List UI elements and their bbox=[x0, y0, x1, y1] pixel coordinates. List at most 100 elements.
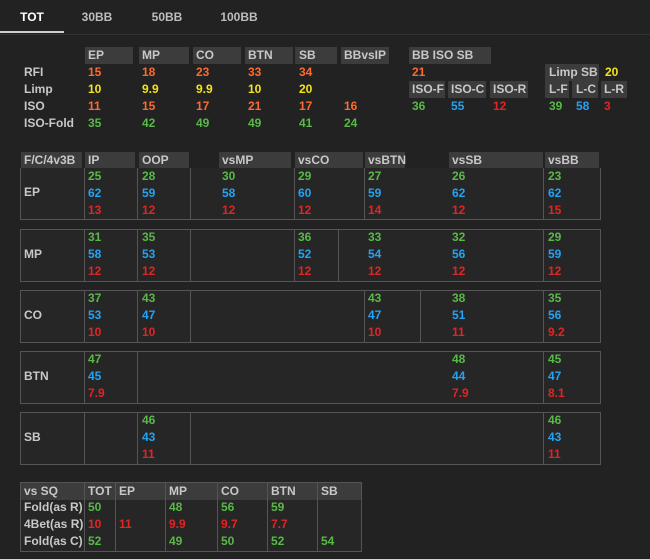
rfi-header-bbvsip: BBvsIP bbox=[344, 48, 387, 62]
4bet-value: 15 bbox=[548, 203, 562, 217]
iso-c-header: ISO-C bbox=[451, 82, 485, 96]
fold-value: 46 bbox=[142, 413, 156, 427]
iso-fold-value: 49 bbox=[248, 116, 262, 130]
fold-value: 23 bbox=[548, 169, 562, 183]
limp-value: 10 bbox=[248, 82, 262, 96]
rfi-header-sb: SB bbox=[299, 48, 316, 62]
iso-fold-value: 41 bbox=[299, 116, 313, 130]
iso-fold-row-label: ISO-Fold bbox=[24, 116, 74, 130]
iso-value: 15 bbox=[142, 99, 156, 113]
tab-50bb[interactable]: 50BB bbox=[151, 10, 183, 24]
iso-f-value: 36 bbox=[412, 99, 426, 113]
iso-row-label: ISO bbox=[24, 99, 45, 113]
l-f-header: L-F bbox=[549, 82, 568, 96]
4bet-value: 14 bbox=[368, 203, 382, 217]
4bet-value: 12 bbox=[368, 264, 382, 278]
fold-value: 32 bbox=[452, 230, 466, 244]
iso-value: 16 bbox=[344, 99, 358, 113]
4bet-value: 12 bbox=[142, 203, 156, 217]
fc4v3b-header-ip: IP bbox=[88, 153, 100, 167]
fc4v3b-row-label: EP bbox=[24, 185, 41, 199]
call-value: 44 bbox=[452, 369, 466, 383]
vs-sq-value: 7.7 bbox=[271, 517, 288, 531]
fold-value: 31 bbox=[88, 230, 102, 244]
iso-c-value: 55 bbox=[451, 99, 465, 113]
4bet-value: 12 bbox=[548, 264, 562, 278]
vs-sq-value: 52 bbox=[271, 534, 285, 548]
active-tab-indicator bbox=[0, 31, 64, 33]
fc4v3b-ep-block bbox=[20, 168, 601, 220]
fold-value: 37 bbox=[88, 291, 102, 305]
iso-value: 11 bbox=[88, 99, 101, 113]
iso-value: 21 bbox=[248, 99, 262, 113]
limp-value: 9.9 bbox=[196, 82, 213, 96]
4bet-value: 7.9 bbox=[88, 386, 105, 400]
call-value: 47 bbox=[368, 308, 382, 322]
fc4v3b-header-vsbb: vsBB bbox=[548, 153, 579, 167]
4bet-value: 13 bbox=[88, 203, 102, 217]
fold-value: 29 bbox=[548, 230, 562, 244]
iso-value: 17 bbox=[196, 99, 210, 113]
fold-value: 29 bbox=[298, 169, 312, 183]
iso-f-header: ISO-F bbox=[412, 82, 444, 96]
vs-sq-value: 9.7 bbox=[221, 517, 238, 531]
limp-value: 20 bbox=[299, 82, 313, 96]
call-value: 56 bbox=[452, 247, 466, 261]
4bet-value: 12 bbox=[298, 264, 312, 278]
fold-value: 25 bbox=[88, 169, 102, 183]
call-value: 53 bbox=[142, 247, 156, 261]
vs-sq-row-label: 4Bet(as R) bbox=[24, 517, 84, 531]
fold-value: 43 bbox=[368, 291, 382, 305]
fc4v3b-row-label: CO bbox=[24, 308, 42, 322]
fold-value: 35 bbox=[548, 291, 562, 305]
call-value: 62 bbox=[548, 186, 562, 200]
fold-value: 28 bbox=[142, 169, 156, 183]
4bet-value: 7.9 bbox=[452, 386, 469, 400]
vs-sq-value: 50 bbox=[88, 500, 102, 514]
4bet-value: 12 bbox=[142, 264, 156, 278]
l-c-header: L-C bbox=[576, 82, 596, 96]
bb-iso-sb-value: 21 bbox=[412, 65, 426, 79]
rfi-value: 15 bbox=[88, 65, 102, 79]
rfi-header-mp: MP bbox=[142, 48, 160, 62]
fc4v3b-header-vsbtn: vsBTN bbox=[368, 153, 407, 167]
tab-30bb[interactable]: 30BB bbox=[81, 10, 113, 24]
tab-bar: TOT 30BB 50BB 100BB bbox=[0, 0, 650, 35]
rfi-row-label: RFI bbox=[24, 65, 44, 79]
fold-value: 33 bbox=[368, 230, 382, 244]
fc4v3b-mp-block bbox=[20, 229, 601, 282]
vs-sq-value: 59 bbox=[271, 500, 285, 514]
fold-value: 47 bbox=[88, 352, 102, 366]
call-value: 59 bbox=[548, 247, 562, 261]
rfi-header-bb-iso-sb: BB ISO SB bbox=[412, 48, 474, 62]
4bet-value: 10 bbox=[368, 325, 382, 339]
rfi-header-co: CO bbox=[196, 48, 214, 62]
vs-sq-value: 54 bbox=[321, 534, 335, 548]
call-value: 52 bbox=[298, 247, 312, 261]
fold-value: 38 bbox=[452, 291, 466, 305]
4bet-value: 12 bbox=[452, 203, 466, 217]
call-value: 58 bbox=[88, 247, 102, 261]
4bet-value: 12 bbox=[222, 203, 236, 217]
l-r-header: L-R bbox=[604, 82, 624, 96]
fold-value: 36 bbox=[298, 230, 312, 244]
fc4v3b-co-block bbox=[20, 290, 601, 343]
vs-sq-value: 10 bbox=[88, 517, 102, 531]
call-value: 51 bbox=[452, 308, 466, 322]
fc4v3b-header-vsco: vsCO bbox=[298, 153, 330, 167]
fc4v3b-row-label: SB bbox=[24, 430, 41, 444]
rfi-value: 33 bbox=[248, 65, 262, 79]
call-value: 62 bbox=[452, 186, 466, 200]
iso-r-value: 12 bbox=[493, 99, 507, 113]
vs-sq-header-ep: EP bbox=[119, 484, 136, 498]
vs-sq-value: 52 bbox=[88, 534, 102, 548]
tab-tot[interactable]: TOT bbox=[20, 10, 44, 24]
call-value: 54 bbox=[368, 247, 382, 261]
l-f-value: 39 bbox=[549, 99, 563, 113]
fc4v3b-header-vsmp: vsMP bbox=[222, 153, 254, 167]
call-value: 43 bbox=[548, 430, 562, 444]
4bet-value: 12 bbox=[298, 203, 312, 217]
tab-100bb[interactable]: 100BB bbox=[220, 10, 258, 24]
rfi-header-ep: EP bbox=[88, 48, 105, 62]
4bet-value: 12 bbox=[452, 264, 466, 278]
